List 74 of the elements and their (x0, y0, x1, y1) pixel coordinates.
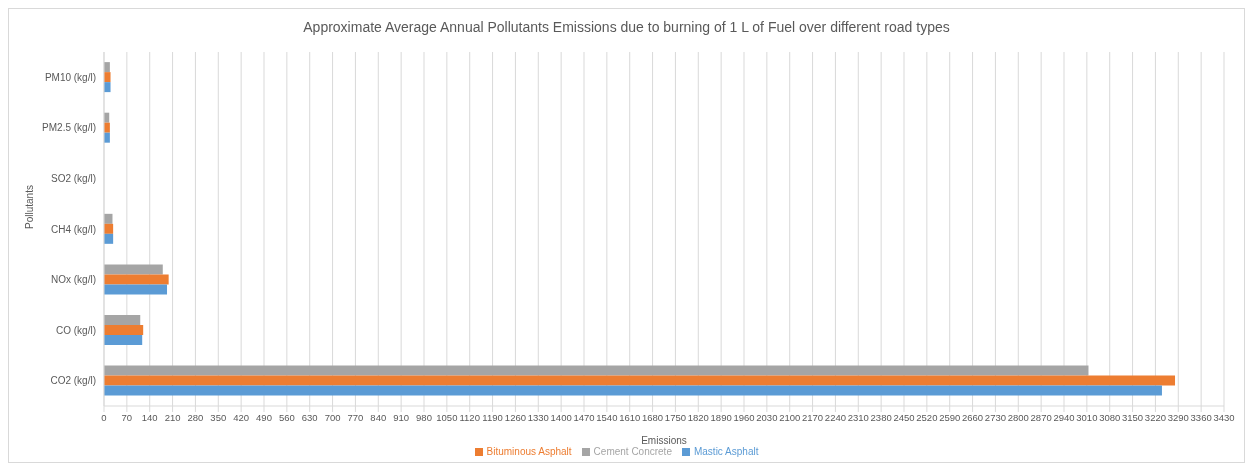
x-tick-label: 1820 (687, 411, 709, 423)
bar (104, 385, 1162, 396)
legend-label: Cement Concrete (593, 446, 672, 457)
y-tick-label: SO2 (kg/l) (50, 172, 96, 184)
y-tick-label: CO (kg/l) (56, 324, 96, 336)
x-tick-label: 2800 (1007, 411, 1029, 423)
bar (104, 375, 1176, 386)
legend-label: Bituminous Asphalt (486, 446, 572, 457)
x-tick-label: 2380 (870, 411, 892, 423)
y-tick-label: NOx (kg/l) (51, 274, 96, 286)
x-tick-label: 2100 (779, 411, 801, 423)
x-tick-label: 770 (347, 411, 364, 423)
x-tick-label: 3010 (1076, 411, 1098, 423)
x-tick-label: 910 (393, 411, 410, 423)
y-tick-label: CH4 (kg/l) (50, 223, 96, 235)
x-tick-label: 2450 (893, 411, 915, 423)
x-tick-label: 1190 (482, 411, 503, 423)
x-tick-label: 3430 (1213, 411, 1235, 423)
x-tick-label: 3360 (1190, 411, 1212, 423)
bar (104, 324, 144, 335)
y-tick-label: CO2 (kg/l) (50, 375, 96, 387)
x-tick-label: 1050 (436, 411, 458, 423)
x-tick-label: 70 (121, 411, 133, 423)
x-tick-label: 1400 (550, 411, 572, 423)
x-tick-label: 2030 (756, 411, 778, 423)
x-tick-label: 140 (141, 411, 158, 423)
x-tick-label: 1540 (596, 411, 618, 423)
y-axis-title: Pollutants (23, 185, 35, 229)
bar (104, 284, 168, 295)
x-tick-label: 350 (210, 411, 227, 423)
x-tick-label: 490 (256, 411, 272, 423)
x-tick-label: 1120 (459, 411, 480, 423)
x-tick-label: 2940 (1053, 411, 1075, 423)
x-tick-label: 3150 (1122, 411, 1144, 423)
bar (104, 72, 111, 83)
x-tick-label: 2730 (984, 411, 1006, 423)
bar (104, 334, 143, 345)
y-tick-label: PM10 (kg/l) (44, 71, 96, 83)
x-tick-label: 3290 (1167, 411, 1189, 423)
chart-title: Approximate Average Annual Pollutants Emissions due to burning of 1 L of Fuel over different road types (302, 18, 951, 37)
x-tick-label: 1680 (642, 411, 664, 423)
x-tick-label: 3220 (1144, 411, 1166, 423)
x-tick-label: 560 (278, 411, 295, 423)
y-tick-label: PM2.5 (kg/l) (42, 122, 96, 134)
x-tick-label: 1890 (710, 411, 732, 423)
bar (104, 82, 111, 93)
x-tick-label: 1960 (733, 411, 755, 423)
x-tick-label: 2870 (1030, 411, 1052, 423)
x-tick-label: 1260 (504, 411, 526, 423)
x-tick-label: 1470 (573, 411, 595, 423)
x-tick-label: 210 (164, 411, 181, 423)
bar (104, 274, 169, 285)
x-axis-title: Emissions (641, 435, 687, 446)
x-tick-label: 2520 (916, 411, 938, 423)
x-tick-label: 2240 (824, 411, 846, 423)
x-tick-label: 2170 (802, 411, 824, 423)
x-tick-label: 0 (101, 411, 107, 423)
x-tick-label: 1750 (664, 411, 686, 423)
x-tick-label: 1330 (527, 411, 549, 423)
x-tick-label: 630 (301, 411, 318, 423)
bar (104, 264, 163, 275)
x-tick-label: 2590 (939, 411, 961, 423)
x-tick-label: 3080 (1099, 411, 1121, 423)
x-tick-label: 1610 (619, 411, 641, 423)
x-tick-label: 2310 (847, 411, 869, 423)
x-tick-label: 280 (187, 411, 204, 423)
x-tick-label: 2660 (962, 411, 984, 423)
x-tick-label: 980 (416, 411, 432, 423)
bar (104, 314, 141, 325)
x-tick-label: 420 (233, 411, 250, 423)
legend-label: Mastic Asphalt (693, 446, 759, 457)
x-tick-label: 840 (370, 411, 387, 423)
x-tick-label: 700 (324, 411, 341, 423)
bar (104, 365, 1089, 376)
